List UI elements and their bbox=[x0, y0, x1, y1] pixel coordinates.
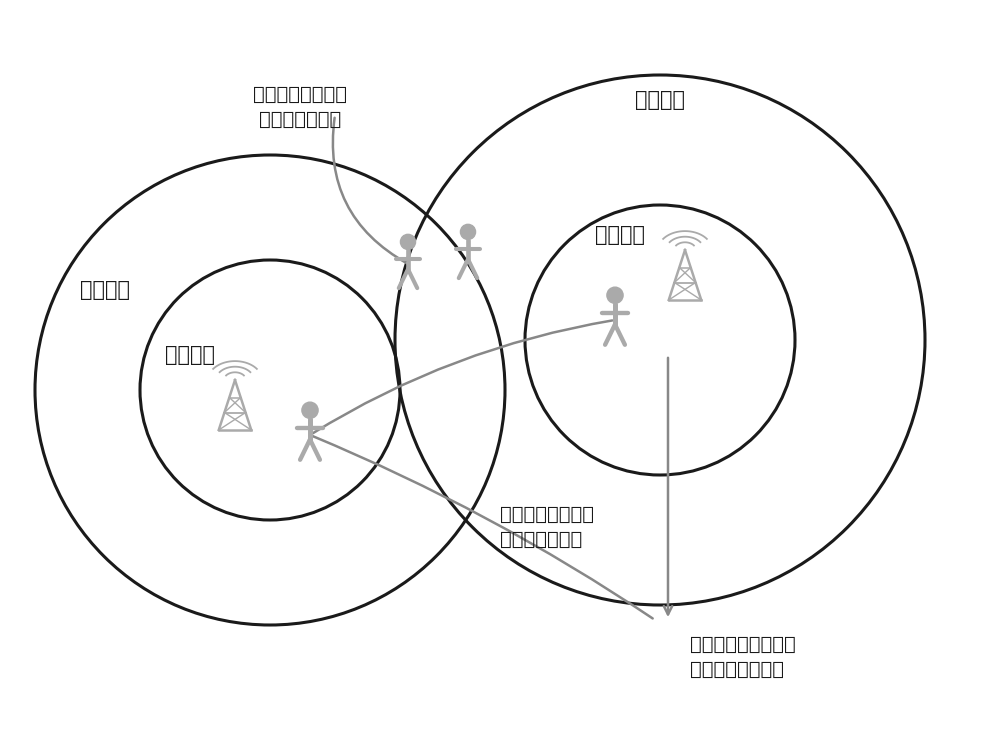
Text: 基站根据统计信息确
定门限，划分区域: 基站根据统计信息确 定门限，划分区域 bbox=[690, 635, 796, 679]
Text: 不同小区的中心用
户复用相同导频: 不同小区的中心用 户复用相同导频 bbox=[500, 505, 594, 549]
Text: 边缘区域: 边缘区域 bbox=[635, 90, 685, 110]
Text: 边缘区域: 边缘区域 bbox=[80, 280, 130, 300]
Circle shape bbox=[607, 288, 623, 303]
Text: 中心区域: 中心区域 bbox=[165, 345, 215, 365]
Circle shape bbox=[302, 402, 318, 419]
Text: 相邻小区的边缘用
户使用不同导频: 相邻小区的边缘用 户使用不同导频 bbox=[253, 85, 347, 129]
Circle shape bbox=[400, 234, 416, 250]
Circle shape bbox=[460, 225, 476, 239]
Text: 中心区域: 中心区域 bbox=[595, 225, 645, 245]
